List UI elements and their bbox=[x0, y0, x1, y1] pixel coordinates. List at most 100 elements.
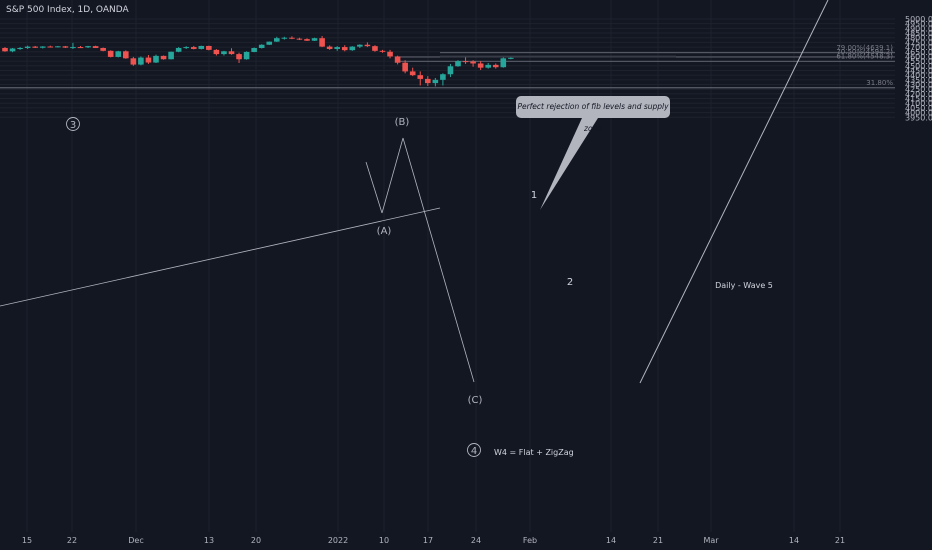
daily-wave-label: Daily - Wave 5 bbox=[715, 281, 773, 290]
candle-body bbox=[455, 61, 461, 67]
wave-line-a bbox=[365, 161, 383, 214]
candle-body bbox=[492, 64, 499, 68]
price-tick-label: 5000.0 bbox=[905, 15, 932, 24]
candle-body bbox=[175, 48, 182, 52]
wave-b-label: (B) bbox=[395, 117, 410, 128]
candle-body bbox=[9, 48, 16, 52]
candle-body bbox=[274, 38, 280, 42]
time-tick-label: 2022 bbox=[328, 536, 348, 545]
candle-body bbox=[425, 78, 431, 84]
price-tick-label: 4050.0 bbox=[905, 104, 932, 113]
candle-body bbox=[92, 46, 99, 49]
candle-body bbox=[145, 57, 152, 63]
candle-body bbox=[296, 38, 303, 40]
candle-body bbox=[100, 48, 106, 51]
candle-body bbox=[243, 51, 250, 60]
trend-lines bbox=[0, 0, 829, 384]
candle-body bbox=[198, 45, 205, 49]
fib-label: 70.50%(4594.2) bbox=[836, 48, 893, 56]
candle-body bbox=[130, 58, 137, 65]
time-tick-label: 22 bbox=[67, 536, 77, 545]
candle-body bbox=[341, 47, 348, 51]
price-tick-label: 4400.0 bbox=[905, 71, 932, 80]
fib-label: 31.80% bbox=[866, 79, 893, 87]
subwave-2-label: 2 bbox=[567, 277, 573, 288]
candle-body bbox=[462, 61, 469, 63]
price-axis[interactable]: 5000.04950.04900.04850.04800.04750.04700… bbox=[905, 15, 932, 122]
price-tick-label: 4600.0 bbox=[905, 52, 932, 61]
price-tick-label: 3950.0 bbox=[905, 113, 932, 122]
wave-3-label: 3 bbox=[70, 120, 76, 131]
candle-body bbox=[236, 54, 242, 60]
wave-c-label: (C) bbox=[468, 395, 483, 406]
time-tick-label: Dec bbox=[128, 536, 143, 545]
candle-body bbox=[447, 66, 454, 75]
candle-body bbox=[417, 75, 424, 79]
candle-body bbox=[357, 44, 363, 47]
candle-body bbox=[32, 46, 38, 48]
price-tick-label: 4000.0 bbox=[905, 109, 932, 118]
wave-line-c bbox=[402, 137, 475, 383]
candle-body bbox=[17, 48, 23, 50]
candle-body bbox=[485, 64, 491, 68]
candle-body bbox=[160, 55, 167, 60]
time-tick-label: 20 bbox=[251, 536, 261, 545]
price-tick-label: 4750.0 bbox=[905, 38, 932, 47]
fib-label: 79.00%(4639.1) bbox=[836, 44, 893, 52]
price-tick-label: 4500.0 bbox=[905, 62, 932, 71]
candle-body bbox=[281, 37, 288, 39]
subwave-1-label: 1 bbox=[531, 190, 537, 201]
candle-body bbox=[183, 47, 189, 49]
candle-body bbox=[228, 51, 235, 55]
supply-zone-rect bbox=[440, 55, 676, 58]
candle-body bbox=[500, 58, 507, 68]
candle-body bbox=[251, 48, 257, 52]
candle-body bbox=[62, 46, 69, 48]
candle-body bbox=[24, 46, 31, 49]
price-tick-label: 4150.0 bbox=[905, 95, 932, 104]
time-tick-label: Feb bbox=[523, 536, 537, 545]
price-tick-label: 4800.0 bbox=[905, 34, 932, 43]
time-tick-label: 14 bbox=[789, 536, 799, 545]
candle-body bbox=[168, 51, 174, 60]
candle-body bbox=[402, 62, 408, 72]
candle-body bbox=[304, 39, 310, 41]
time-tick-label: Mar bbox=[703, 536, 719, 545]
trendline-channel bbox=[639, 0, 829, 384]
price-tick-label: 4100.0 bbox=[905, 99, 932, 108]
candle-body bbox=[387, 51, 393, 57]
time-tick-label: 15 bbox=[22, 536, 32, 545]
time-tick-label: 14 bbox=[606, 536, 616, 545]
time-tick-label: 10 bbox=[379, 536, 389, 545]
time-axis[interactable]: 15 22 Dec 13 20 2022 10 17 24 Feb 14 21 Mar 14 21 bbox=[22, 536, 845, 545]
candles bbox=[2, 36, 514, 87]
candle-body bbox=[206, 45, 212, 50]
candle-body bbox=[409, 71, 416, 76]
time-tick-label: 21 bbox=[835, 536, 845, 545]
chart-title: S&P 500 Index, 1D, OANDA bbox=[6, 5, 129, 15]
wave-line-b bbox=[381, 137, 404, 214]
price-tick-label: 4850.0 bbox=[905, 29, 932, 38]
candle-body bbox=[221, 51, 227, 55]
candle-body bbox=[319, 38, 325, 47]
candle-body bbox=[432, 79, 439, 84]
supply-zone bbox=[440, 55, 676, 58]
candle-body bbox=[440, 74, 446, 80]
annotation-callout: Perfect rejection of fib levels and supp… bbox=[516, 96, 670, 133]
candle-body bbox=[477, 63, 484, 68]
candle-body bbox=[39, 46, 46, 48]
candle-body bbox=[115, 51, 122, 57]
candle-body bbox=[2, 48, 8, 52]
candle-body bbox=[349, 46, 356, 51]
candle-body bbox=[107, 50, 114, 57]
wave-4-circle bbox=[467, 443, 481, 457]
price-tick-label: 4300.0 bbox=[905, 81, 932, 90]
price-tick-label: 4550.0 bbox=[905, 57, 932, 66]
candle-body bbox=[394, 56, 401, 63]
candle-body bbox=[311, 38, 318, 41]
time-tick-label: 13 bbox=[204, 536, 214, 545]
fib-label: 61.80%(4548.3) bbox=[836, 52, 893, 60]
candle-body bbox=[470, 61, 476, 64]
candle-body bbox=[55, 46, 61, 48]
